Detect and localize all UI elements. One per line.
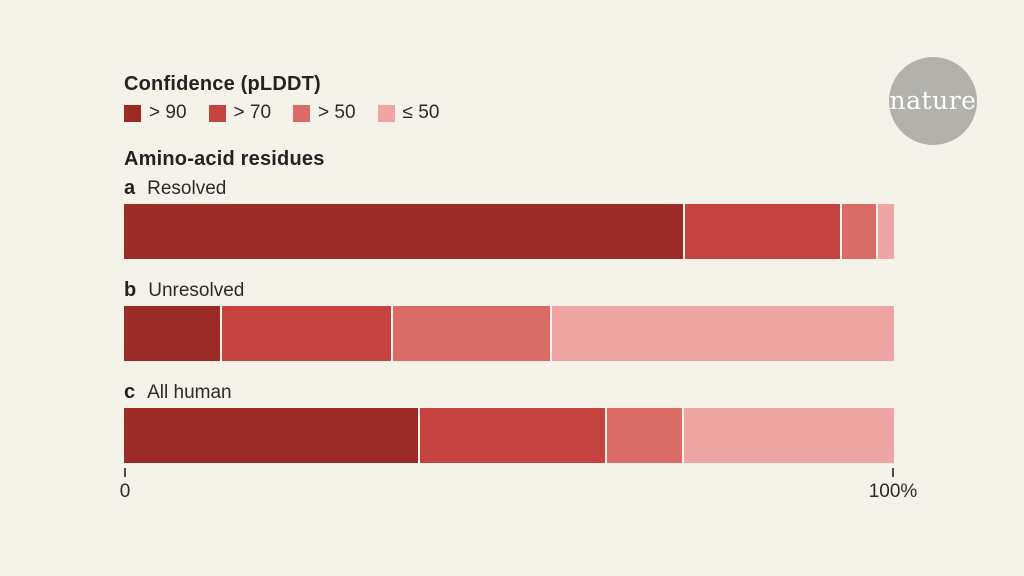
axis-tick-end bbox=[892, 468, 894, 477]
stacked-bar-c bbox=[124, 408, 894, 463]
bar-segment-gt70 bbox=[221, 306, 392, 361]
bar-segment-gt90 bbox=[124, 204, 684, 259]
bar-row-a: a Resolved bbox=[124, 177, 894, 259]
bar-segment-gt50 bbox=[607, 408, 682, 463]
panel-letter: c bbox=[124, 381, 136, 403]
category-label: All human bbox=[147, 382, 232, 403]
category-label: Unresolved bbox=[148, 280, 245, 301]
bar-row-label: a Resolved bbox=[124, 177, 894, 204]
bar-segment-gt90 bbox=[124, 408, 419, 463]
bar-segment-gt90 bbox=[124, 306, 220, 361]
panel-letter: a bbox=[124, 177, 136, 199]
category-label: Resolved bbox=[147, 178, 227, 199]
bar-segment-gt70 bbox=[685, 204, 841, 259]
panel-letter: b bbox=[124, 279, 137, 301]
legend-item-gt50: > 50 bbox=[293, 102, 356, 124]
legend-item-gt90: > 90 bbox=[124, 102, 187, 124]
bar-segment-gt50 bbox=[842, 204, 876, 259]
chart-title: Amino-acid residues bbox=[124, 148, 325, 170]
legend-swatch-icon bbox=[377, 104, 395, 122]
bar-row-b: b Unresolved bbox=[124, 279, 894, 361]
bar-segment-le50 bbox=[877, 204, 894, 259]
legend-swatch-icon bbox=[293, 104, 311, 122]
bar-row-label: c All human bbox=[124, 381, 894, 408]
axis-tick-start bbox=[124, 468, 126, 477]
stacked-bar-b bbox=[124, 306, 894, 361]
bar-segment-le50 bbox=[683, 408, 894, 463]
legend-item-le50: ≤ 50 bbox=[377, 102, 440, 124]
nature-logo-text: nature bbox=[889, 85, 977, 115]
bar-segment-gt70 bbox=[420, 408, 606, 463]
legend-title: Confidence (pLDDT) bbox=[124, 73, 321, 95]
bar-segment-le50 bbox=[551, 306, 894, 361]
nature-logo: nature bbox=[889, 57, 977, 145]
bar-row-c: c All human bbox=[124, 381, 894, 463]
bar-row-label: b Unresolved bbox=[124, 279, 894, 306]
legend-item-label: > 50 bbox=[318, 102, 356, 123]
legend-item-label: > 90 bbox=[149, 102, 187, 123]
bar-segment-gt50 bbox=[393, 306, 550, 361]
confidence-legend: > 90 > 70 > 50 ≤ 50 bbox=[124, 102, 439, 124]
axis-label-start: 0 bbox=[119, 481, 131, 502]
legend-item-label: ≤ 50 bbox=[402, 102, 440, 123]
axis-label-end: 100% bbox=[868, 481, 918, 502]
legend-item-gt70: > 70 bbox=[208, 102, 272, 124]
legend-swatch-icon bbox=[124, 104, 141, 122]
legend-swatch-icon bbox=[208, 104, 226, 122]
stacked-bar-a bbox=[124, 204, 894, 259]
legend-item-label: > 70 bbox=[233, 102, 272, 123]
